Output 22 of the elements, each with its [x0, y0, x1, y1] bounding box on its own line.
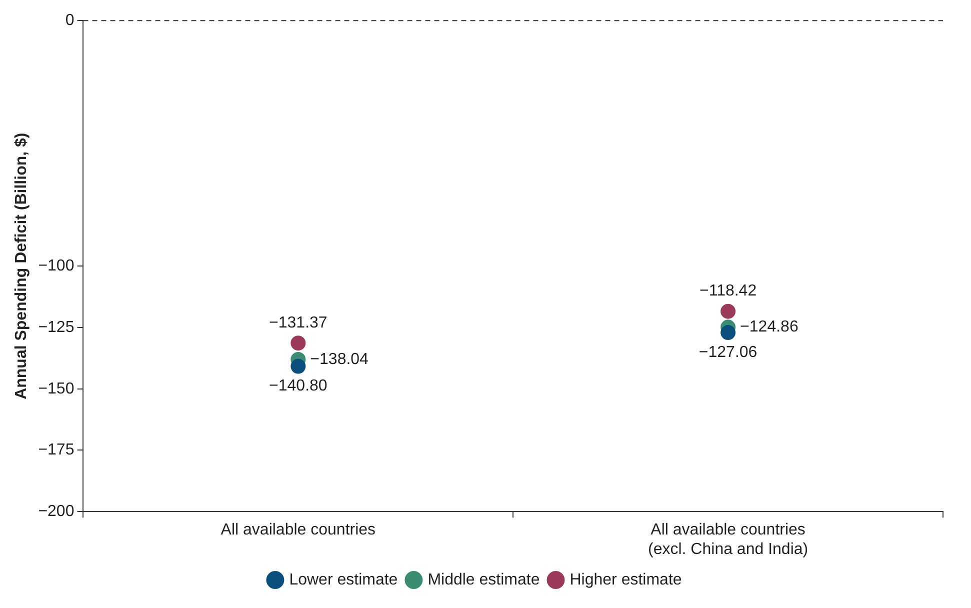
point	[720, 304, 736, 319]
legend-label: Higher estimate	[570, 571, 682, 588]
x-tick-label: All available countries (excl. China and India)	[648, 522, 808, 558]
point	[290, 358, 306, 374]
data-label: −138.04	[310, 350, 369, 368]
data-label: −131.37	[269, 314, 328, 332]
y-tick-label: −175	[38, 442, 74, 459]
legend-label: Middle estimate	[428, 571, 540, 588]
y-tick-label: 0	[65, 12, 74, 30]
data-label: −124.86	[740, 318, 798, 336]
y-tick-label: −125	[38, 318, 74, 336]
data-label: −127.06	[698, 344, 758, 361]
legend-label: Lower estimate	[289, 571, 398, 588]
y-tick-label: −200	[38, 503, 74, 520]
y-axis-title: Annual Spending Deficit (Billion, $)	[13, 132, 30, 400]
data-label: −140.80	[269, 378, 328, 395]
point	[720, 325, 736, 340]
data-label: −118.42	[700, 282, 757, 300]
y-tick-label: −150	[38, 380, 74, 398]
point	[290, 336, 306, 351]
y-tick-label: −100	[38, 258, 74, 275]
x-tick-label: All available countries	[220, 522, 376, 539]
